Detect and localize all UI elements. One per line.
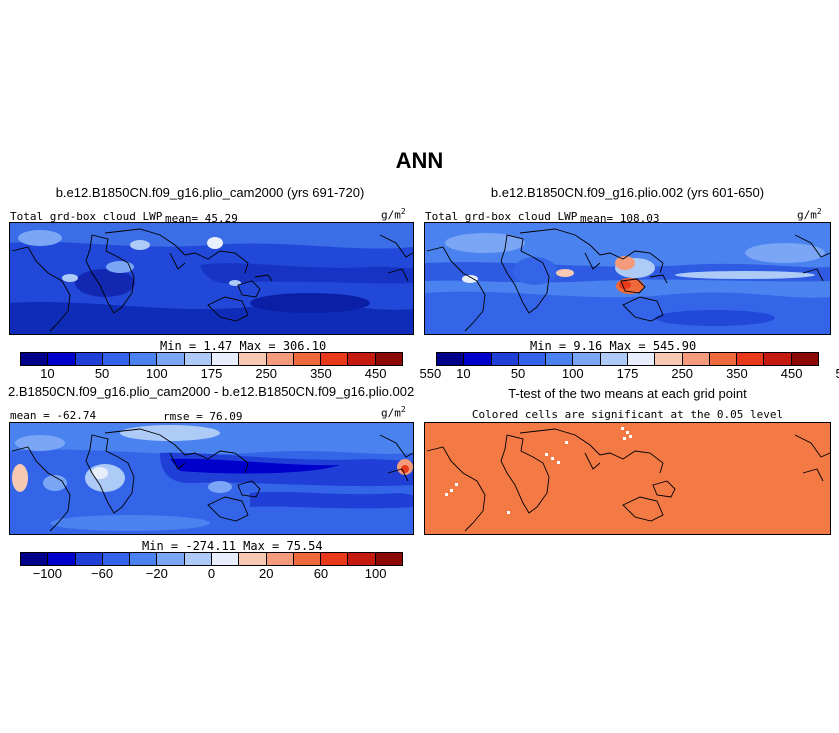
colorbar-swatch <box>627 353 656 365</box>
colorbar-swatch <box>375 553 402 565</box>
colorbar-swatch <box>682 353 710 365</box>
colorbar-tick-label: 350 <box>310 366 332 381</box>
colorbar-swatch <box>48 553 76 565</box>
colorbar-tick-label: 450 <box>364 366 387 381</box>
panel3-colorbar <box>20 552 403 566</box>
panel1-mean: mean= 45.29 <box>165 212 238 225</box>
colorbar-tick-label: 100 <box>561 366 584 381</box>
colorbar-swatch <box>130 553 158 565</box>
colorbar-tick-label: 250 <box>255 366 278 381</box>
panel3-units: g/m2 <box>381 405 406 420</box>
colorbar-swatch <box>157 353 185 365</box>
colorbar-tick-label: 175 <box>200 366 223 381</box>
panel4-map-svg <box>425 423 830 534</box>
colorbar-tick-label: 100 <box>145 366 168 381</box>
colorbar-tick-label: 175 <box>616 366 639 381</box>
colorbar-tick-label: 10 <box>456 366 471 381</box>
panel3-title: 2.B1850CN.f09_g16.plio_cam2000 - b.e12.B… <box>8 384 415 399</box>
panel4-map <box>424 422 831 535</box>
colorbar-swatch <box>184 353 212 365</box>
panel3-map-svg <box>10 423 413 534</box>
colorbar-tick-label: 350 <box>726 366 748 381</box>
colorbar-tick-label: 60 <box>313 566 329 581</box>
colorbar-swatch <box>573 353 601 365</box>
colorbar-swatch <box>437 353 465 365</box>
colorbar-swatch <box>157 553 185 565</box>
colorbar-swatch <box>293 353 322 365</box>
panel3-rmse: rmse = 76.09 <box>163 410 243 423</box>
panel2-colorbar <box>436 352 819 366</box>
colorbar-swatch <box>348 553 376 565</box>
colorbar-swatch <box>464 353 492 365</box>
colorbar-swatch <box>709 353 738 365</box>
colorbar-swatch <box>737 353 765 365</box>
panel2-colorbar-ticks: 10 50 100 175 250 350 450 550 <box>436 366 839 382</box>
colorbar-tick-label: −100 <box>32 566 62 581</box>
colorbar-tick-label: 50 <box>94 366 110 381</box>
colorbar-swatch <box>75 553 103 565</box>
colorbar-swatch <box>184 553 212 565</box>
colorbar-swatch <box>239 353 267 365</box>
colorbar-swatch <box>266 353 294 365</box>
colorbar-tick-label: 0 <box>207 566 216 581</box>
panel2-minmax: Min = 9.16 Max = 545.90 <box>530 339 697 353</box>
colorbar-tick-label: 20 <box>258 566 274 581</box>
panel3-mean: mean = -62.74 <box>10 409 97 422</box>
colorbar-swatch <box>321 353 349 365</box>
colorbar-tick-label: 250 <box>671 366 694 381</box>
colorbar-swatch <box>491 353 519 365</box>
colorbar-tick-label: 10 <box>40 366 55 381</box>
panel2-mean: mean= 108.03 <box>580 212 660 225</box>
colorbar-swatch <box>21 353 49 365</box>
colorbar-swatch <box>375 353 402 365</box>
colorbar-swatch <box>211 353 240 365</box>
colorbar-swatch <box>48 353 76 365</box>
colorbar-swatch <box>321 553 349 565</box>
panel1-units: g/m2 <box>381 207 406 222</box>
colorbar-swatch <box>293 553 322 565</box>
colorbar-swatch <box>764 353 792 365</box>
colorbar-swatch <box>600 353 628 365</box>
colorbar-swatch <box>348 353 376 365</box>
colorbar-swatch <box>655 353 683 365</box>
panel1-map-svg <box>10 223 413 334</box>
panel3-minmax: Min = -274.11 Max = 75.54 <box>142 539 323 553</box>
panel1-title: b.e12.B1850CN.f09_g16.plio_cam2000 (yrs … <box>55 185 365 200</box>
panel4-subtitle: Colored cells are significant at the 0.0… <box>471 408 784 421</box>
figure-title: ANN <box>395 148 444 173</box>
panel2-map <box>424 222 831 335</box>
panel2-title: b.e12.B1850CN.f09_g16.plio.002 (yrs 601-… <box>490 185 765 200</box>
colorbar-swatch <box>791 353 818 365</box>
colorbar-swatch <box>21 553 49 565</box>
panel3-colorbar-ticks: −100 −60 −20 0 20 60 100 <box>20 566 403 582</box>
colorbar-tick-label: 550 <box>419 366 442 381</box>
panel1-colorbar-ticks: 10 50 100 175 250 350 450 550 <box>20 366 441 382</box>
colorbar-swatch <box>546 353 574 365</box>
panel2-map-svg <box>425 223 830 334</box>
colorbar-tick-label: −20 <box>145 566 168 581</box>
colorbar-swatch <box>102 353 131 365</box>
colorbar-tick-label: 100 <box>364 566 387 581</box>
colorbar-swatch <box>102 553 131 565</box>
colorbar-tick-label: 550 <box>835 366 839 381</box>
colorbar-swatch <box>239 553 267 565</box>
panel1-colorbar <box>20 352 403 366</box>
colorbar-swatch <box>211 553 240 565</box>
panel4-title: T-test of the two means at each grid poi… <box>508 386 747 401</box>
colorbar-swatch <box>266 553 294 565</box>
colorbar-swatch <box>518 353 547 365</box>
panel1-minmax: Min = 1.47 Max = 306.10 <box>160 339 327 353</box>
colorbar-swatch <box>75 353 103 365</box>
colorbar-tick-label: 450 <box>780 366 803 381</box>
panel2-variable-label: Total grd-box cloud LWP <box>425 210 578 223</box>
colorbar-tick-label: −60 <box>91 566 114 581</box>
panel3-map <box>9 422 414 535</box>
panel2-units: g/m2 <box>797 207 822 222</box>
panel1-variable-label: Total grd-box cloud LWP <box>10 210 163 223</box>
panel1-map <box>9 222 414 335</box>
colorbar-tick-label: 50 <box>510 366 526 381</box>
colorbar-swatch <box>130 353 158 365</box>
